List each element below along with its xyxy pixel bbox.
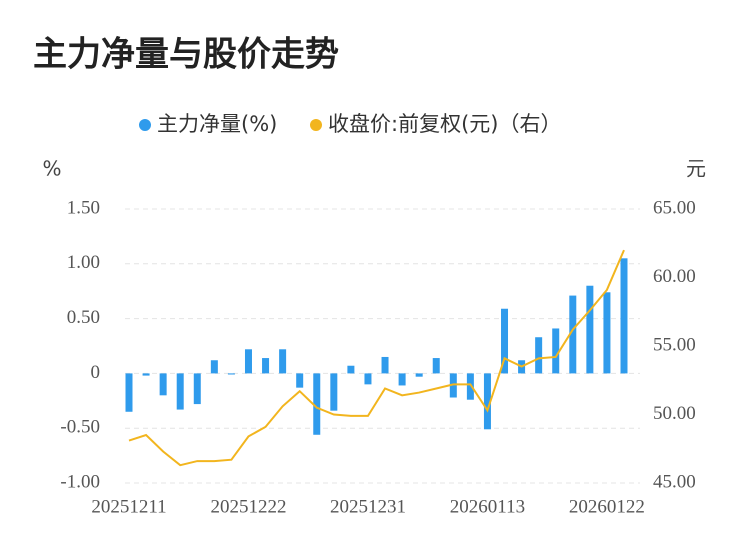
- y2-tick-label: 45.00: [653, 471, 696, 492]
- bar: [227, 373, 235, 375]
- legend-label: 主力净量(%): [157, 112, 277, 136]
- bar: [381, 356, 389, 374]
- bar: [603, 292, 611, 374]
- bar: [432, 358, 440, 374]
- y-tick-label: -0.50: [60, 417, 100, 438]
- bar: [313, 373, 321, 435]
- y-tick-label: 1.50: [67, 197, 100, 218]
- bar: [296, 373, 304, 388]
- y2-tick-label: 50.00: [653, 403, 696, 424]
- bar: [125, 373, 133, 412]
- bar: [398, 373, 406, 386]
- x-tick-label: 20251222: [210, 496, 286, 517]
- bar: [483, 373, 491, 430]
- bar: [501, 308, 509, 374]
- bar: [552, 328, 560, 374]
- bar: [535, 337, 543, 374]
- bar: [210, 360, 218, 374]
- legend-swatch: [139, 119, 151, 131]
- y-tick-label: 0.50: [67, 307, 100, 328]
- bar: [449, 373, 457, 398]
- x-tick-label: 20260122: [569, 496, 645, 517]
- y2-unit: 元: [686, 157, 706, 181]
- bar: [466, 373, 474, 400]
- bar: [193, 373, 201, 405]
- bar: [364, 373, 372, 385]
- bar: [330, 373, 338, 411]
- bar: [142, 373, 150, 376]
- bar: [176, 373, 184, 410]
- bar: [569, 295, 577, 374]
- x-tick-label: 20260113: [450, 496, 525, 517]
- y2-tick-label: 60.00: [653, 266, 696, 287]
- bar: [159, 373, 167, 396]
- bar: [415, 373, 423, 377]
- bar: [620, 258, 628, 374]
- legend-label: 收盘价:前复权(元)（右）: [328, 112, 561, 136]
- y-tick-label: -1.00: [60, 471, 100, 492]
- y2-tick-label: 55.00: [653, 334, 696, 355]
- y2-tick-label: 65.00: [653, 197, 696, 218]
- x-tick-label: 20251231: [330, 496, 406, 517]
- bar: [262, 358, 270, 374]
- bar: [586, 285, 594, 374]
- bar: [279, 349, 287, 374]
- price-line: [128, 249, 625, 467]
- y-tick-label: 1.00: [67, 252, 100, 273]
- chart-title: 主力净量与股价走势: [33, 35, 339, 75]
- x-tick-label: 20251211: [91, 496, 166, 517]
- y-tick-label: 0: [91, 362, 101, 383]
- legend-swatch: [310, 119, 322, 131]
- bar: [347, 365, 355, 374]
- bar: [244, 349, 252, 374]
- y-unit: %: [42, 157, 61, 181]
